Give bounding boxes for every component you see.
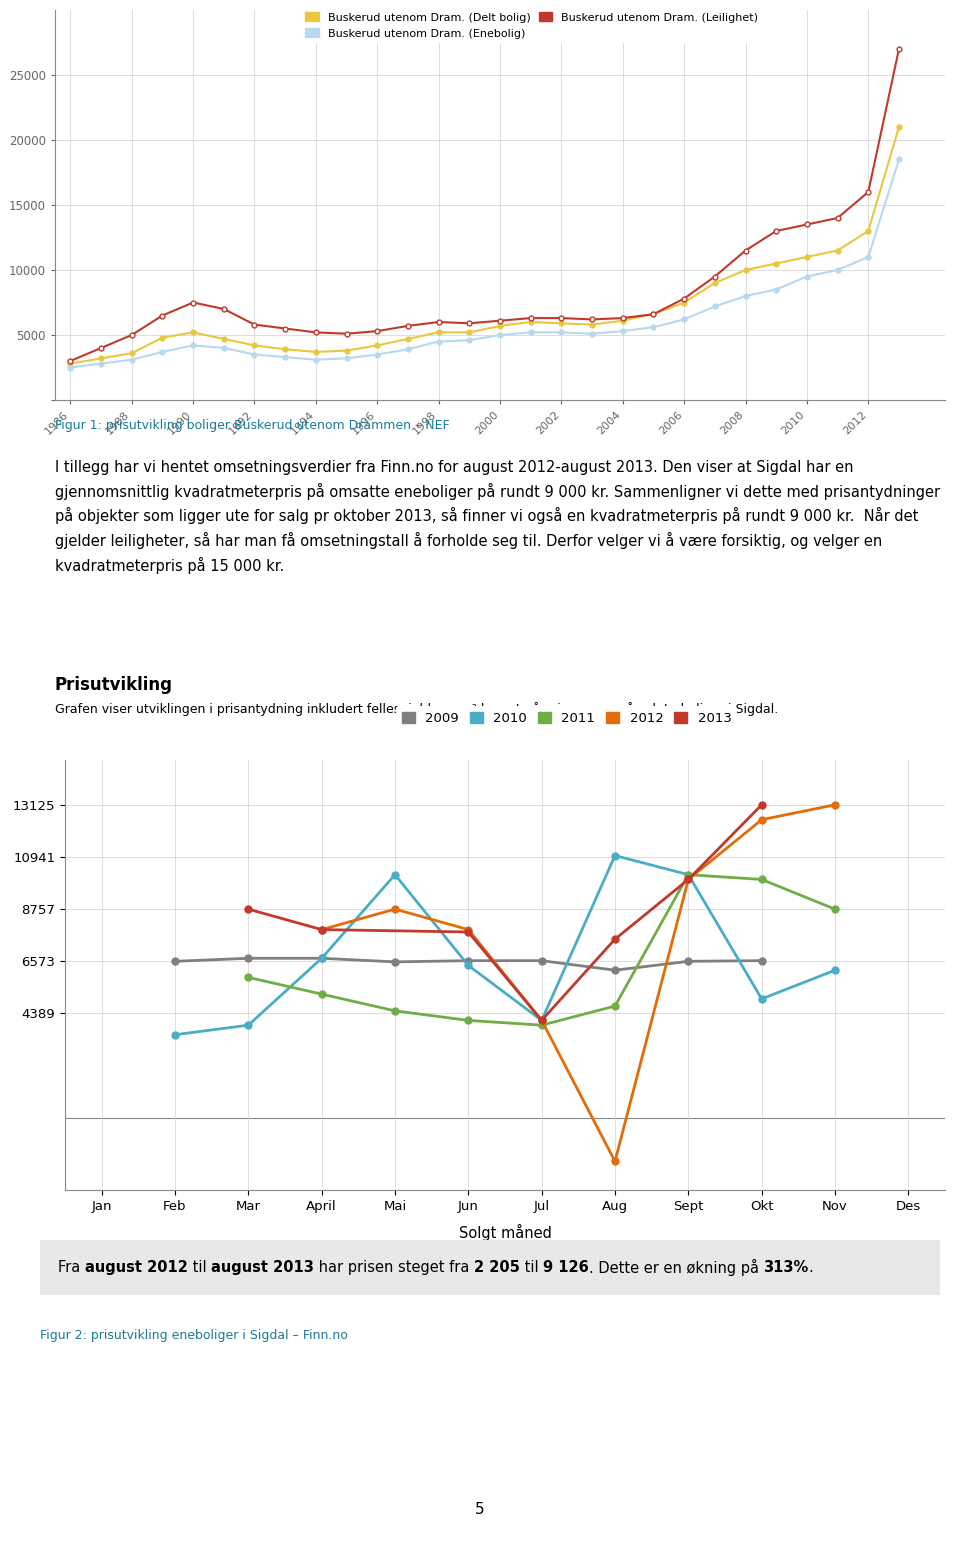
2013 [316,920,327,938]
2010 [756,989,767,1008]
Text: 313%: 313% [763,1261,808,1274]
2013 [463,923,474,942]
2010 [389,866,400,885]
2013 [756,795,767,814]
Text: Figur 2: prisutvikling eneboliger i Sigdal – Finn.no: Figur 2: prisutvikling eneboliger i Sigd… [40,1328,348,1342]
2012 [536,1011,547,1029]
Text: Grafen viser utviklingen i prisantydning inkludert fellesgjeld per m² basert på : Grafen viser utviklingen i prisantydning… [55,703,779,717]
2009 [463,951,474,969]
Line: 2012: 2012 [318,801,838,1165]
2011 [756,871,767,889]
Line: 2011: 2011 [245,871,838,1029]
2011 [829,900,841,918]
2011 [610,997,621,1016]
Text: 2 205: 2 205 [474,1261,519,1274]
Text: august 2013: august 2013 [211,1261,314,1274]
2012 [389,900,400,918]
2013 [243,900,254,918]
Text: Fra: Fra [58,1261,84,1274]
2011 [389,1002,400,1020]
X-axis label: Solgt måned: Solgt måned [459,1224,551,1241]
2011 [316,985,327,1003]
2010 [169,1025,180,1043]
2011 [536,1016,547,1034]
2010 [316,949,327,968]
Line: 2009: 2009 [172,955,765,974]
FancyBboxPatch shape [40,1241,940,1294]
Text: . Dette er en økning på: . Dette er en økning på [588,1259,763,1276]
Line: 2010: 2010 [172,852,838,1039]
Text: til: til [519,1261,543,1274]
Legend: 2009, 2010, 2011, 2012, 2013: 2009, 2010, 2011, 2012, 2013 [396,706,737,730]
2013 [683,871,694,889]
2012 [756,811,767,829]
Text: august 2012: august 2012 [84,1261,188,1274]
2011 [683,866,694,885]
2009 [169,952,180,971]
2012 [610,1153,621,1171]
2010 [829,962,841,980]
Text: Prisutvikling: Prisutvikling [55,676,173,693]
2010 [610,846,621,865]
2012 [463,920,474,938]
2009 [756,951,767,969]
Text: til: til [188,1261,211,1274]
Text: I tillegg har vi hentet omsetningsverdier fra Finn.no for august 2012-august 201: I tillegg har vi hentet omsetningsverdie… [55,461,940,573]
Legend: Buskerud utenom Dram. (Delt bolig), Buskerud utenom Dram. (Enebolig), Buskerud u: Buskerud utenom Dram. (Delt bolig), Busk… [300,8,763,43]
Text: har prisen steget fra: har prisen steget fra [314,1261,474,1274]
2011 [463,1011,474,1029]
Text: 9 126: 9 126 [543,1261,588,1274]
2009 [536,951,547,969]
Text: Figur 1: prisutvikling boliger Buskerud utenom Drammen – NEF: Figur 1: prisutvikling boliger Buskerud … [55,419,449,431]
2009 [610,962,621,980]
2010 [683,866,694,885]
2009 [243,949,254,968]
2012 [683,871,694,889]
2011 [243,968,254,986]
2010 [243,1016,254,1034]
2009 [389,952,400,971]
Line: 2013: 2013 [245,801,765,1023]
2013 [610,929,621,948]
2012 [316,920,327,938]
2009 [316,949,327,968]
Text: .: . [808,1261,813,1274]
2013 [536,1011,547,1029]
2010 [536,1011,547,1029]
Text: 5: 5 [475,1502,485,1518]
2009 [683,952,694,971]
2010 [463,957,474,975]
2012 [829,795,841,814]
